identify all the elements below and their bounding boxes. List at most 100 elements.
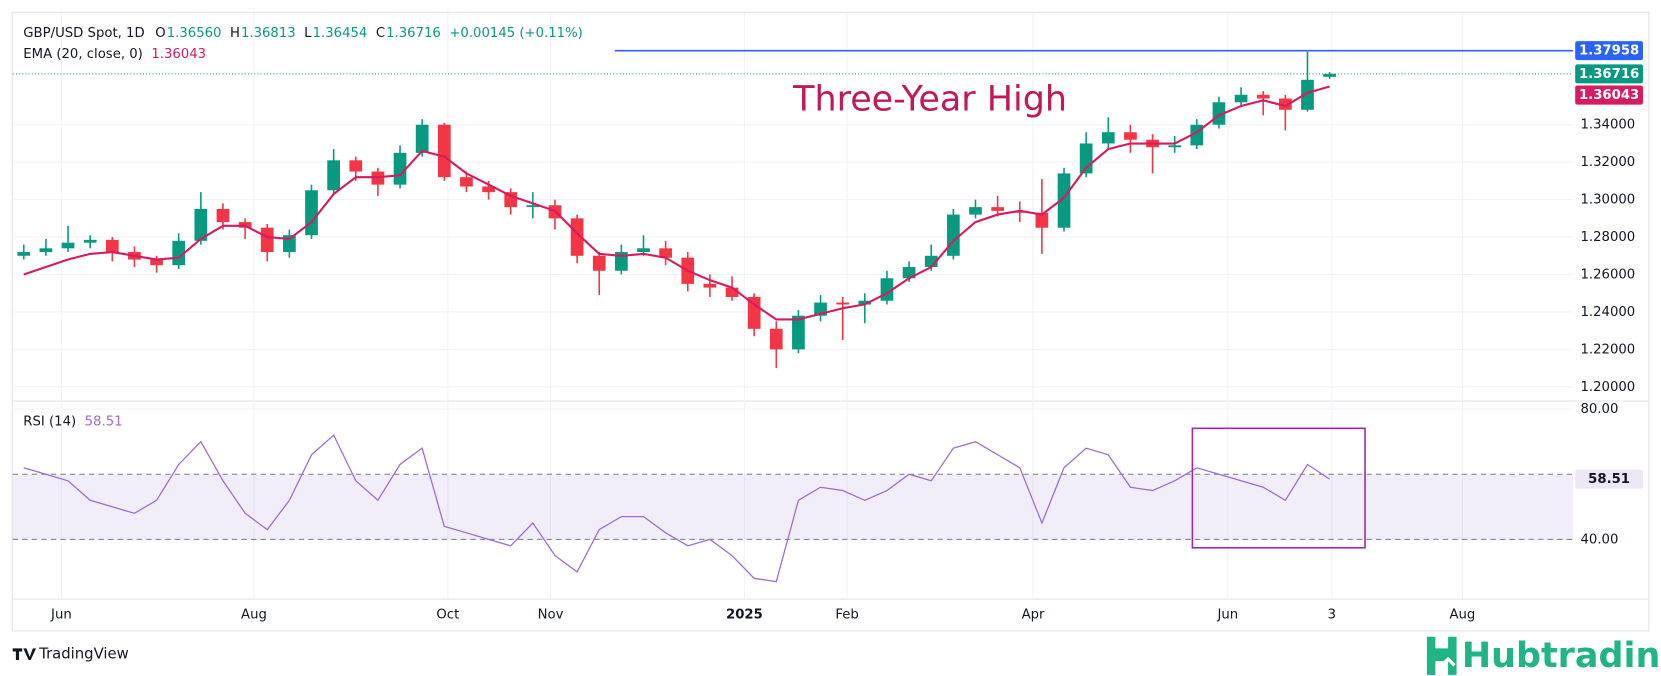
x-tick-label: Oct: [436, 607, 459, 622]
price-badge-label: 58.51: [1588, 472, 1630, 487]
candle-body: [637, 248, 650, 253]
candle-body: [858, 300, 872, 305]
candle-body: [792, 315, 805, 350]
ohlc-key: H: [230, 26, 240, 41]
candle-body: [615, 252, 628, 271]
candle-body: [61, 242, 75, 249]
ohlc-key: O: [155, 26, 165, 41]
candle-body: [305, 190, 318, 236]
plot: [12, 49, 1574, 583]
candle-body: [1101, 132, 1115, 144]
price-badge: [1575, 41, 1643, 61]
candle-body: [194, 208, 208, 241]
candle-body: [725, 287, 739, 297]
legend-rsi-value: 58.51: [85, 415, 123, 430]
ohlc-change: +0.00145 (+0.11%): [449, 26, 582, 41]
legend-ema-name: EMA (20, close, 0): [23, 47, 143, 62]
y-tick-label: 1.30000: [1580, 193, 1635, 208]
candle-body: [1057, 173, 1071, 228]
candle-body: [415, 124, 429, 153]
candle-body: [769, 328, 783, 350]
x-tick-label: Aug: [241, 607, 267, 622]
x-tick-label: Apr: [1022, 607, 1045, 622]
ohlc-value: 1.36716: [386, 26, 441, 41]
candle-body: [1301, 79, 1314, 110]
ohlc-key: C: [376, 26, 385, 41]
candle-body: [1323, 73, 1336, 77]
candle-body: [150, 259, 163, 266]
rsi-band: [12, 474, 1574, 540]
candle-body: [1212, 102, 1226, 125]
candle-body: [327, 160, 340, 191]
candle-body: [393, 152, 407, 185]
legend-ema-value: 1.36043: [151, 47, 206, 62]
candle-body: [659, 248, 672, 258]
candle-body: [526, 205, 540, 208]
candle-body: [172, 240, 186, 266]
labels: Jun Aug Oct Nov 2025 Feb Apr Jun 3 Aug 1.20000 1.22…: [23, 26, 1643, 622]
candle-body: [39, 248, 53, 253]
hubtrading-logo: Hubtrading: [1426, 636, 1661, 676]
candle-body: [83, 239, 97, 243]
x-tick-label: 3: [1328, 607, 1336, 622]
y-tick-label: 1.20000: [1580, 380, 1635, 395]
footer-right: Hubtrading: [1462, 636, 1661, 676]
ohlc-key: L: [304, 26, 312, 41]
y-tick-label: 1.26000: [1580, 268, 1635, 283]
price-badge: [1575, 85, 1643, 105]
price-badge-label: 1.36716: [1579, 67, 1639, 82]
ohlc-value: 1.36813: [241, 26, 296, 41]
x-tick-label: Jun: [1216, 607, 1238, 622]
candle-body: [924, 255, 938, 268]
candle-body: [747, 296, 761, 329]
candle-body: [902, 267, 916, 279]
y-tick-label: 1.24000: [1580, 305, 1635, 320]
candle-body: [1234, 94, 1248, 103]
candle-body: [969, 207, 982, 215]
candle-body: [592, 255, 606, 271]
series-line: [23, 85, 1330, 321]
frame: [11, 11, 1650, 632]
candle-body: [1256, 94, 1270, 99]
price-badge: [1575, 469, 1643, 489]
annotation: Three-Year High: [792, 80, 1067, 120]
candle-body: [482, 186, 495, 193]
y-tick-label: 40.00: [1580, 532, 1618, 547]
candle-body: [570, 218, 584, 256]
price-badge: [1575, 64, 1643, 84]
y-tick-label: 1.22000: [1580, 342, 1635, 357]
candle-body: [17, 252, 31, 256]
candle-body: [947, 214, 960, 256]
highlight-box: [1191, 427, 1366, 549]
candle-body: [349, 160, 363, 172]
tradingview-logo: TradingView: [12, 646, 129, 663]
y-tick-label: 1.34000: [1580, 118, 1635, 133]
y-tick-label: 1.32000: [1580, 155, 1635, 170]
candle-body: [437, 124, 451, 178]
y-tick-label: 1.28000: [1580, 230, 1635, 245]
y-tick-label: 80.00: [1580, 402, 1618, 417]
candle-body: [991, 207, 1004, 211]
candle-body: [260, 227, 274, 253]
candle-body: [836, 302, 850, 305]
legend-title: GBP/USD Spot, 1D: [23, 26, 144, 41]
footer-left: TradingView: [38, 646, 129, 663]
candle-body: [1168, 145, 1182, 148]
candle-body: [1035, 212, 1049, 228]
x-tick-label: 2025: [726, 607, 763, 622]
x-tick-label: Nov: [538, 607, 564, 622]
candle-body: [703, 283, 717, 288]
candle-body: [216, 208, 230, 223]
series-line: [23, 434, 1330, 583]
candle-body: [105, 239, 119, 253]
candle-body: [460, 177, 473, 187]
ohlc-value: 1.36560: [167, 26, 222, 41]
x-tick-label: Jun: [50, 607, 72, 622]
x-tick-label: Aug: [1449, 607, 1475, 622]
legend-rsi-name: RSI (14): [23, 415, 76, 430]
x-tick-label: Feb: [835, 607, 858, 622]
candle-body: [1278, 98, 1292, 110]
candle-body: [1124, 132, 1137, 140]
